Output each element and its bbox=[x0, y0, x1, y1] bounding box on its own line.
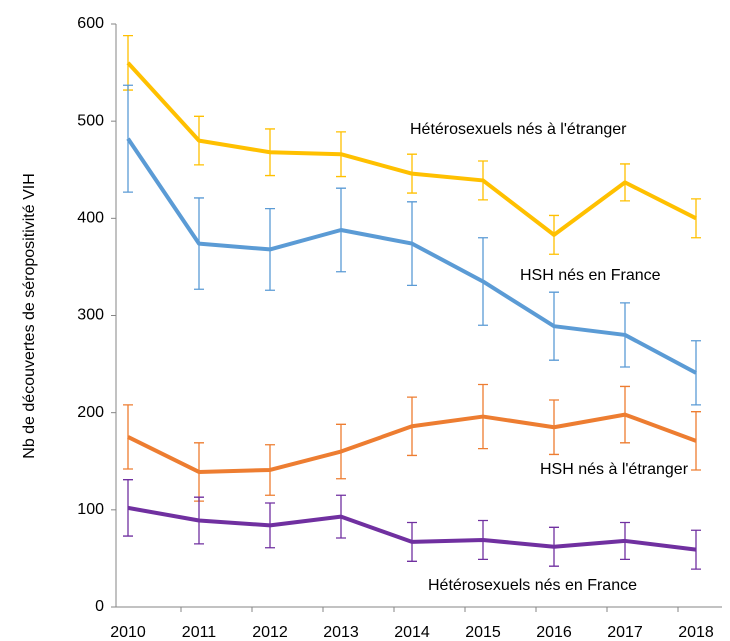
error-bar bbox=[691, 198, 701, 239]
x-tick-label: 2014 bbox=[394, 624, 430, 641]
x-tick-label: 2012 bbox=[252, 624, 288, 641]
y-tick-label: 500 bbox=[77, 112, 104, 129]
y-axis-label: Nb de découvertes de séropositivité VIH bbox=[21, 173, 38, 458]
y-tick-label: 100 bbox=[77, 501, 104, 518]
x-tick-label: 2018 bbox=[678, 624, 714, 641]
x-tick-label: 2010 bbox=[110, 624, 146, 641]
x-tick-label: 2016 bbox=[536, 624, 572, 641]
x-tick-label: 2017 bbox=[607, 624, 643, 641]
x-tick-label: 2015 bbox=[465, 624, 501, 641]
y-tick-label: 400 bbox=[77, 210, 104, 227]
y-tick-label: 300 bbox=[77, 307, 104, 324]
y-tick-label: 600 bbox=[77, 15, 104, 32]
series-line bbox=[126, 61, 697, 237]
error-bar bbox=[123, 404, 133, 470]
series-label: Hétérosexuels nés en France bbox=[428, 577, 637, 594]
error-bar bbox=[123, 35, 133, 91]
series-line bbox=[127, 505, 697, 552]
series-label: HSH nés en France bbox=[520, 267, 661, 284]
series-label: HSH nés à l'étranger bbox=[540, 461, 689, 478]
series-label: Hétérosexuels nés à l'étranger bbox=[410, 121, 627, 138]
series-line bbox=[127, 412, 697, 474]
error-bar bbox=[123, 84, 133, 193]
error-bar bbox=[123, 479, 133, 537]
x-tick-label: 2011 bbox=[182, 624, 217, 641]
x-tick-label: 2013 bbox=[323, 624, 359, 641]
series-line bbox=[126, 137, 697, 375]
y-tick-label: 200 bbox=[77, 404, 104, 421]
y-tick-label: 0 bbox=[95, 598, 104, 615]
